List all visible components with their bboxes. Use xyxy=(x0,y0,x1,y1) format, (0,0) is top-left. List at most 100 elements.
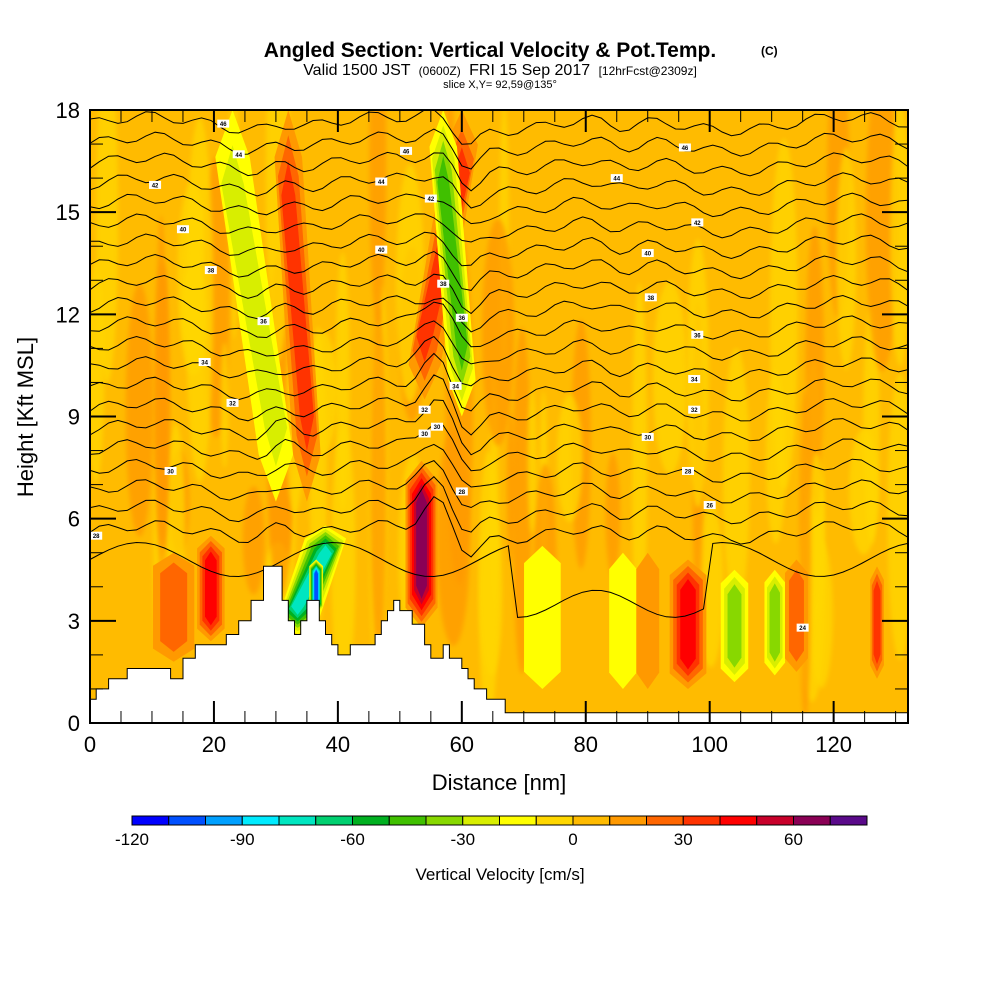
contour-label-text: 40 xyxy=(644,252,651,258)
velocity-band xyxy=(160,562,188,652)
contour-label-bg xyxy=(232,150,245,159)
contour-label: 30 xyxy=(164,466,177,475)
contour-label-text: 38 xyxy=(440,282,447,288)
contour-label-text: 44 xyxy=(378,180,385,186)
colorbar-swatch xyxy=(829,815,868,826)
contour-label: 36 xyxy=(455,313,468,322)
contour-label: 28 xyxy=(90,531,103,540)
colorbar-swatch xyxy=(388,815,427,826)
velocity-feature-downdraft-86nm xyxy=(609,552,637,689)
subtitle-forecast: [12hrFcst@2309z] xyxy=(599,64,697,78)
velocity-band xyxy=(727,584,742,668)
x-axis-tick-labels: 0 20 40 60 80 100 120 xyxy=(84,732,852,757)
contour-label-bg xyxy=(691,330,704,339)
velocity-texture-streak xyxy=(125,283,154,537)
velocity-feature-updraft-90nm xyxy=(636,552,660,689)
contour-label: 26 xyxy=(703,501,716,510)
velocity-texture-streak xyxy=(890,110,908,367)
contour-label-bg xyxy=(641,432,654,441)
colorbar-swatch xyxy=(315,815,353,826)
x-tick-label: 0 xyxy=(84,732,96,757)
velocity-band xyxy=(609,552,637,689)
velocity-texture-streak xyxy=(687,239,709,508)
theta-contours xyxy=(90,110,908,618)
colorbar-tick-label: -30 xyxy=(450,830,475,849)
contour-label-text: 28 xyxy=(93,534,100,540)
contour-label-text: 28 xyxy=(458,490,465,496)
colorbar-swatch xyxy=(719,815,758,826)
contour-label-text: 28 xyxy=(685,469,692,475)
velocity-band xyxy=(416,489,427,599)
contour-label-text: 30 xyxy=(421,432,428,438)
contour-label-bg xyxy=(90,531,103,540)
velocity-feature-downdraft-104nm xyxy=(720,569,749,683)
velocity-feature-updraft-53nm xyxy=(405,460,438,628)
title-block: Angled Section: Vertical Velocity & Pot.… xyxy=(264,39,778,91)
contour-label-text: 40 xyxy=(180,228,187,234)
velocity-texture-streak xyxy=(96,110,119,384)
x-tick-label: 120 xyxy=(815,732,852,757)
contour-label-text: 42 xyxy=(152,183,159,189)
colorbar-tick-label: -90 xyxy=(230,830,255,849)
velocity-texture-streak xyxy=(331,423,356,698)
contour-label: 36 xyxy=(257,317,270,326)
velocity-band xyxy=(524,545,561,689)
contour-label: 34 xyxy=(449,381,462,390)
theta-contour-line xyxy=(90,443,908,488)
contour-label-bg xyxy=(418,429,431,438)
velocity-texture-streak xyxy=(836,147,857,370)
slice-info: slice X,Y= 92,59@135° xyxy=(443,79,557,91)
y-tick-label: 9 xyxy=(68,405,80,430)
contour-label: 42 xyxy=(424,194,437,203)
contour-label-bg xyxy=(226,398,239,407)
theta-contour-line xyxy=(90,110,908,145)
title-suffix: (C) xyxy=(761,44,778,58)
colorbar-title: Vertical Velocity [cm/s] xyxy=(415,865,584,884)
contour-label: 44 xyxy=(232,150,245,159)
velocity-band xyxy=(205,551,217,626)
colorbar xyxy=(131,815,868,826)
velocity-feature-updraft-13nm xyxy=(153,552,195,662)
theta-contour-line xyxy=(90,460,908,509)
colorbar-swatch xyxy=(462,815,500,826)
colorbar-swatch xyxy=(168,815,206,826)
contour-label: 46 xyxy=(217,119,230,128)
velocity-texture-streak xyxy=(527,389,537,534)
x-tick-label: 60 xyxy=(450,732,474,757)
contour-label-text: 46 xyxy=(220,122,227,128)
x-axis-ticks xyxy=(89,110,897,723)
contour-label-bg xyxy=(688,405,701,414)
contour-label: 38 xyxy=(437,279,450,288)
colorbar-swatch xyxy=(241,815,280,826)
contour-label-bg xyxy=(431,422,444,431)
colorbar-swatch xyxy=(205,815,243,826)
velocity-texture-streak xyxy=(369,110,387,324)
contour-label: 32 xyxy=(226,398,239,407)
contour-label: 46 xyxy=(400,146,413,155)
velocity-texture-streak xyxy=(370,305,387,658)
x-tick-label: 20 xyxy=(202,732,226,757)
velocity-texture-streak xyxy=(723,348,750,611)
contour-label-bg xyxy=(641,249,654,258)
y-tick-label: 12 xyxy=(56,302,80,327)
velocity-feature-updraft-114nm xyxy=(784,559,808,672)
velocity-feature-updraft-127nm xyxy=(870,566,884,679)
theta-contour-line xyxy=(90,172,908,209)
contour-label-text: 32 xyxy=(691,408,698,414)
colorbar-swatch xyxy=(682,815,721,826)
contour-label-bg xyxy=(703,501,716,510)
theta-contour-line xyxy=(90,541,908,618)
velocity-texture-streak xyxy=(481,218,515,446)
velocity-texture-streak xyxy=(556,394,583,523)
contour-label: 42 xyxy=(149,180,162,189)
contour-label-bg xyxy=(217,119,230,128)
velocity-feature-updraft-20nm xyxy=(197,535,225,642)
contour-label-text: 42 xyxy=(694,221,701,227)
theta-contour-line xyxy=(90,273,908,315)
title-main: Angled Section: Vertical Velocity & Pot.… xyxy=(264,39,716,62)
y-tick-label: 3 xyxy=(68,609,80,634)
contour-label-text: 38 xyxy=(207,269,214,275)
contour-label-text: 40 xyxy=(378,248,385,254)
colorbar-tick-label: 60 xyxy=(784,830,803,849)
contour-label: 44 xyxy=(375,177,388,186)
